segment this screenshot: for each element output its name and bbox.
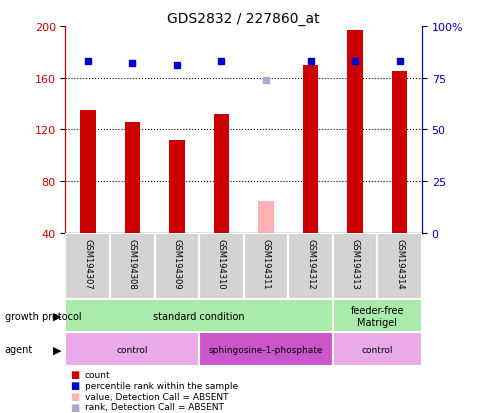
Text: GSM194308: GSM194308 xyxy=(128,239,136,289)
Bar xyxy=(65,233,110,299)
Bar xyxy=(124,122,140,233)
Bar xyxy=(391,72,407,233)
Text: GSM194312: GSM194312 xyxy=(305,239,315,289)
Text: GSM194313: GSM194313 xyxy=(350,239,359,289)
Text: rank, Detection Call = ABSENT: rank, Detection Call = ABSENT xyxy=(85,402,223,411)
Text: agent: agent xyxy=(5,344,33,354)
Text: ▶: ▶ xyxy=(53,344,61,354)
Bar xyxy=(287,233,332,299)
Text: GSM194311: GSM194311 xyxy=(261,239,270,289)
Text: control: control xyxy=(361,345,393,354)
Text: control: control xyxy=(116,345,148,354)
Text: GSM194310: GSM194310 xyxy=(216,239,226,289)
Bar xyxy=(80,111,95,233)
Text: ■: ■ xyxy=(70,402,79,412)
Text: GSM194307: GSM194307 xyxy=(83,239,92,289)
Bar xyxy=(199,332,332,366)
Bar xyxy=(347,31,362,233)
Bar xyxy=(377,233,421,299)
Bar xyxy=(154,233,199,299)
Bar xyxy=(169,140,184,233)
Bar xyxy=(302,66,318,233)
Bar xyxy=(257,201,273,233)
Bar xyxy=(243,233,287,299)
Text: GSM194314: GSM194314 xyxy=(394,239,403,289)
Bar xyxy=(110,233,154,299)
Text: ■: ■ xyxy=(70,380,79,390)
Bar xyxy=(199,233,243,299)
Text: value, Detection Call = ABSENT: value, Detection Call = ABSENT xyxy=(85,392,228,401)
Text: growth protocol: growth protocol xyxy=(5,311,81,321)
Text: feeder-free
Matrigel: feeder-free Matrigel xyxy=(350,305,403,327)
Title: GDS2832 / 227860_at: GDS2832 / 227860_at xyxy=(167,12,319,26)
Text: standard condition: standard condition xyxy=(153,311,244,321)
Text: count: count xyxy=(85,370,110,379)
Bar xyxy=(332,332,421,366)
Text: sphingosine-1-phosphate: sphingosine-1-phosphate xyxy=(208,345,322,354)
Text: ■: ■ xyxy=(70,391,79,401)
Text: percentile rank within the sample: percentile rank within the sample xyxy=(85,381,238,390)
Text: ■: ■ xyxy=(70,370,79,380)
Text: ▶: ▶ xyxy=(53,311,61,321)
Bar xyxy=(65,332,199,366)
Bar xyxy=(332,233,377,299)
Bar xyxy=(65,299,332,332)
Bar xyxy=(213,114,229,233)
Bar xyxy=(332,299,421,332)
Text: GSM194309: GSM194309 xyxy=(172,239,181,289)
